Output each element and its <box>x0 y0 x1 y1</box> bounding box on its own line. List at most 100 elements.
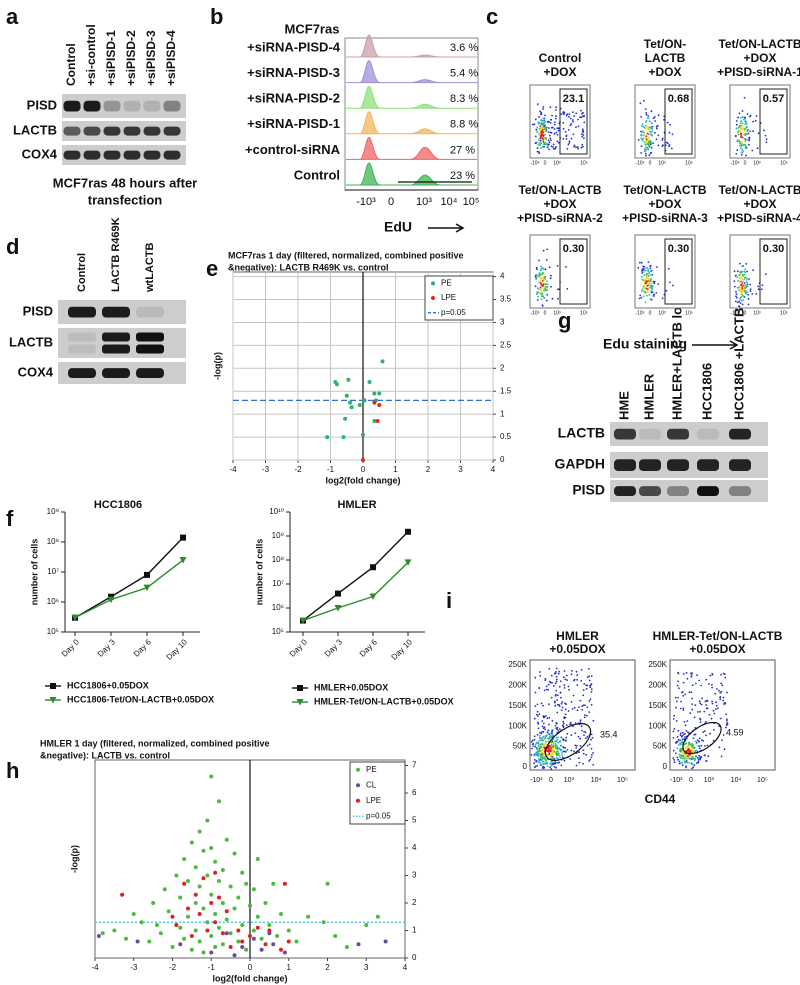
flow-dot <box>657 114 660 117</box>
flow-dot <box>573 145 575 148</box>
data-point <box>344 945 349 949</box>
blot-band <box>63 100 81 112</box>
chart-title: HMLER 1 day (filtered, normalized, combi… <box>40 738 270 748</box>
flow-dot <box>742 295 744 297</box>
x-tick-label: 0 <box>649 310 652 316</box>
flow-dot <box>576 674 579 677</box>
gate-value-bg <box>762 243 785 255</box>
flow-dot <box>740 134 743 137</box>
flow-dot <box>639 261 641 264</box>
flow-dot <box>556 711 559 714</box>
flow-dot <box>745 263 748 265</box>
x-tick-label: -10³ <box>730 310 739 316</box>
flow-dot <box>735 153 738 155</box>
data-line <box>74 559 184 619</box>
flow-dot <box>718 689 720 692</box>
flow-dot <box>679 743 682 746</box>
gate <box>664 238 693 305</box>
data-marker <box>299 617 307 625</box>
flow-dot <box>748 143 750 146</box>
y-tick-label: 10⁹ <box>272 531 284 540</box>
flow-dot <box>547 139 550 142</box>
flow-dot <box>736 297 738 299</box>
row-label: +siRNA-PISD-4 <box>247 39 341 54</box>
flow-dot <box>689 712 692 715</box>
flow-dot <box>665 289 668 292</box>
flow-dot <box>690 675 693 678</box>
legend-label: HCC1806+0.05DOX <box>67 680 149 690</box>
plot-title: +PISD-siRNA-4 <box>717 211 800 225</box>
data-point <box>286 928 291 933</box>
flow-dot <box>542 765 545 768</box>
flow-dot <box>742 274 744 277</box>
y-tick-label: 10¹⁰ <box>269 507 284 516</box>
flow-dot <box>719 698 722 701</box>
flow-dot <box>544 133 546 136</box>
flow-dot <box>572 694 575 697</box>
flow-dot <box>541 720 544 722</box>
data-point <box>375 419 380 424</box>
flow-dot <box>751 149 754 152</box>
flow-dot <box>536 147 539 150</box>
flow-dot <box>741 140 743 143</box>
flow-dot <box>713 712 716 715</box>
flow-dot <box>643 99 645 102</box>
flow-dot <box>539 671 541 673</box>
flow-dot <box>584 714 586 716</box>
flow-dot <box>673 761 676 764</box>
flow-dot <box>536 268 538 271</box>
y-tick-label: 0 <box>500 455 505 464</box>
data-point <box>286 939 291 944</box>
data-point <box>321 920 326 925</box>
flow-dot <box>676 736 679 738</box>
flow-dot <box>645 275 648 278</box>
x-tick-label: 0 <box>388 196 394 208</box>
flow-dot <box>715 708 717 710</box>
flow-dot <box>695 755 697 758</box>
flow-dot <box>577 125 580 128</box>
x-tick-label: 10³ <box>753 310 761 316</box>
flow-dot <box>538 116 540 118</box>
flow-dot <box>582 704 585 707</box>
flow-dot <box>680 735 683 738</box>
flow-dot <box>646 146 649 149</box>
data-point <box>282 881 287 886</box>
flow-dot <box>645 282 648 285</box>
flow-dot <box>698 679 701 682</box>
flow-dot <box>696 749 698 752</box>
flow-dot <box>551 126 553 129</box>
x-tick-label: 10⁴ <box>441 196 458 208</box>
flow-dot <box>655 127 658 130</box>
lane-label: HME <box>616 391 631 420</box>
axis-label: number of cells <box>29 539 39 606</box>
gate-value: 4.59 <box>726 727 744 737</box>
flow-dot <box>681 738 684 741</box>
flow-dot <box>541 120 544 122</box>
blot-band <box>729 428 751 440</box>
flow-dot <box>534 135 537 138</box>
flow-dot <box>548 717 551 719</box>
x-tick-label: -3 <box>262 465 270 474</box>
flow-dot <box>544 141 546 144</box>
row-label: +control-siRNA <box>245 142 341 157</box>
gate-value: 0.57 <box>763 93 784 105</box>
flow-dot <box>555 766 557 769</box>
data-marker <box>405 528 411 535</box>
flow-dot <box>539 675 542 677</box>
x-tick-label: -3 <box>130 963 138 972</box>
flow-dot <box>678 753 681 756</box>
data-point <box>186 879 190 883</box>
data-point <box>213 859 218 864</box>
flow-dot <box>538 127 541 130</box>
flow-dot <box>676 700 678 703</box>
legend-marker <box>356 767 360 772</box>
flow-dot <box>570 749 573 752</box>
flow-dot <box>550 674 553 677</box>
flow-dot <box>699 721 702 723</box>
data-point <box>205 920 210 925</box>
flow-dot <box>704 754 706 756</box>
flow-dot <box>538 291 540 294</box>
flow-dot <box>550 732 553 735</box>
data-point <box>236 939 241 944</box>
flow-dot <box>545 143 548 146</box>
